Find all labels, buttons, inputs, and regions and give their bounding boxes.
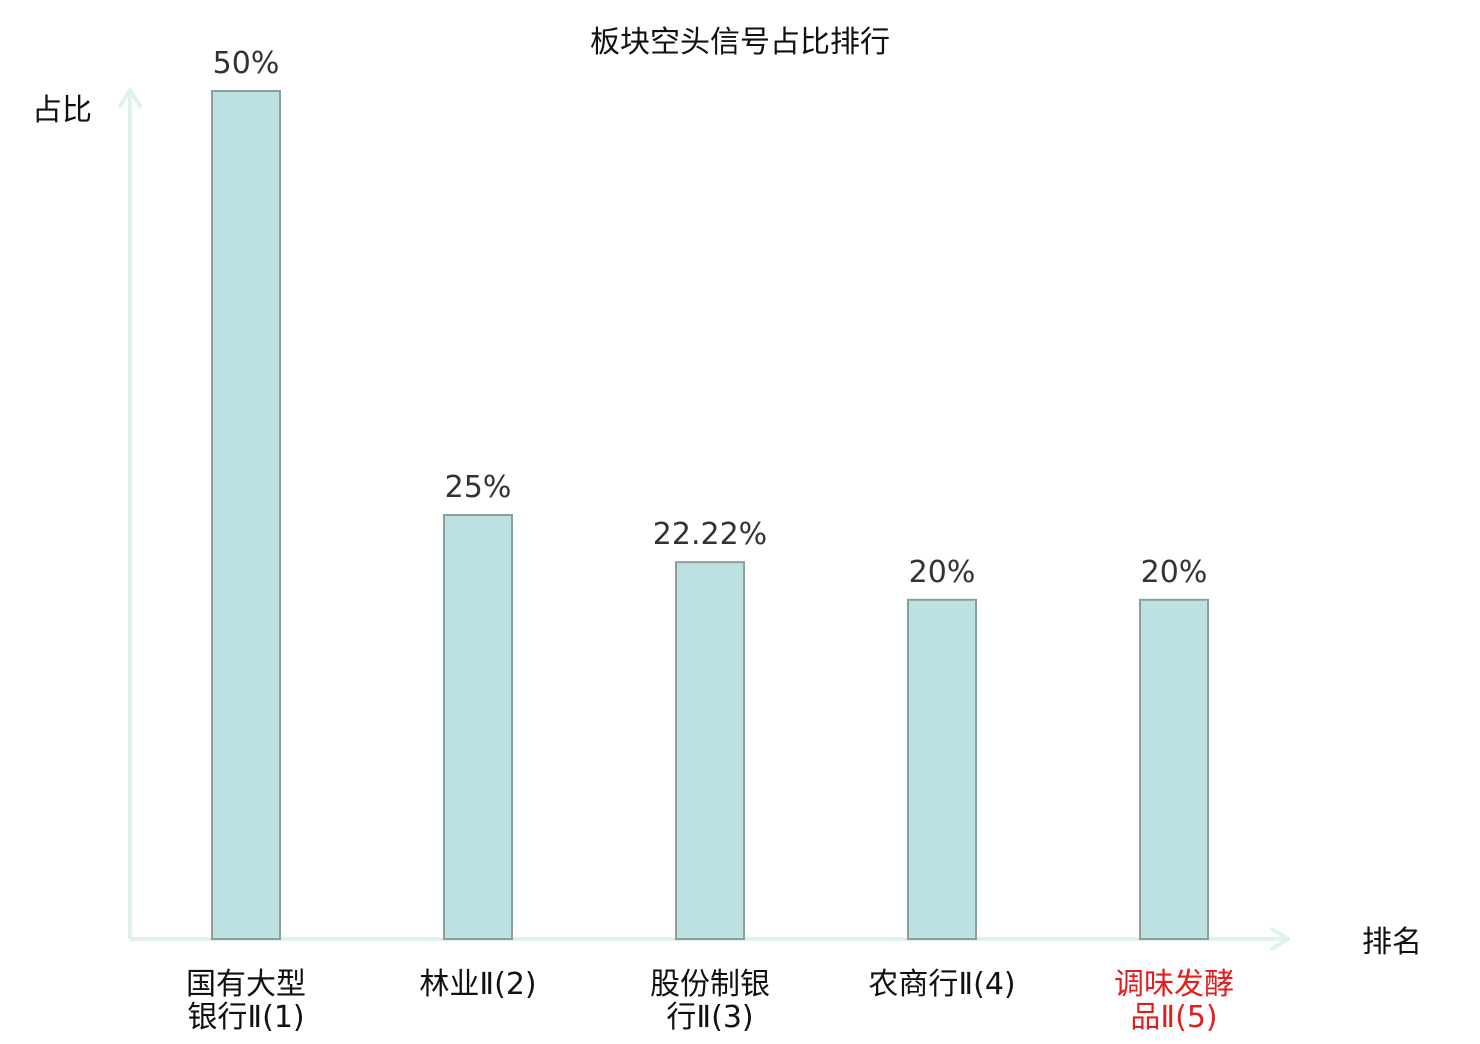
bar-value-label: 20%	[1141, 555, 1208, 590]
bar-value-label: 22.22%	[653, 517, 767, 552]
x-tick-label-line: 股份制银	[650, 967, 770, 1002]
x-tick-label-line: 银行Ⅱ(1)	[187, 1000, 304, 1035]
x-tick-label-line: 行Ⅱ(3)	[666, 1000, 753, 1035]
x-axis-arrow-icon	[1270, 927, 1290, 951]
x-tick-label-line: 国有大型	[186, 967, 306, 1002]
bars-group	[211, 90, 1209, 940]
bar-value-label: 25%	[445, 470, 512, 505]
y-axis-label: 占比	[32, 93, 92, 128]
bar-value-label: 20%	[909, 555, 976, 590]
bar-value-label: 50%	[213, 46, 280, 81]
x-axis-label: 排名	[1362, 925, 1422, 960]
x-tick-label-line: 调味发酵	[1114, 967, 1234, 1002]
category-labels-group: 国有大型银行Ⅱ(1) 林业Ⅱ(2) 股份制银行Ⅱ(3) 农商行Ⅱ(4) 调味发酵品Ⅱ(5…	[186, 967, 1234, 1035]
bar	[211, 90, 281, 940]
bar	[907, 598, 977, 940]
x-tick-label-line: 农商行Ⅱ(4)	[868, 967, 1015, 1002]
value-labels-group: 50% 25% 22.22% 20% 20%	[213, 46, 1208, 590]
x-tick-label-line: 林业Ⅱ(2)	[419, 967, 536, 1002]
x-tick-label-line: 品Ⅱ(5)	[1130, 1000, 1217, 1035]
bar	[1139, 598, 1209, 940]
x-tick-label: 股份制银行Ⅱ(3)	[650, 967, 770, 1035]
x-tick-label: 国有大型银行Ⅱ(1)	[186, 967, 306, 1035]
bar	[443, 514, 513, 940]
y-axis-arrow-icon	[118, 88, 142, 108]
x-tick-label: 农商行Ⅱ(4)	[868, 967, 1015, 1002]
chart-title: 板块空头信号占比排行	[590, 25, 890, 60]
x-tick-label: 调味发酵品Ⅱ(5)	[1114, 967, 1234, 1035]
bar	[675, 561, 745, 940]
x-tick-label: 林业Ⅱ(2)	[419, 967, 536, 1002]
